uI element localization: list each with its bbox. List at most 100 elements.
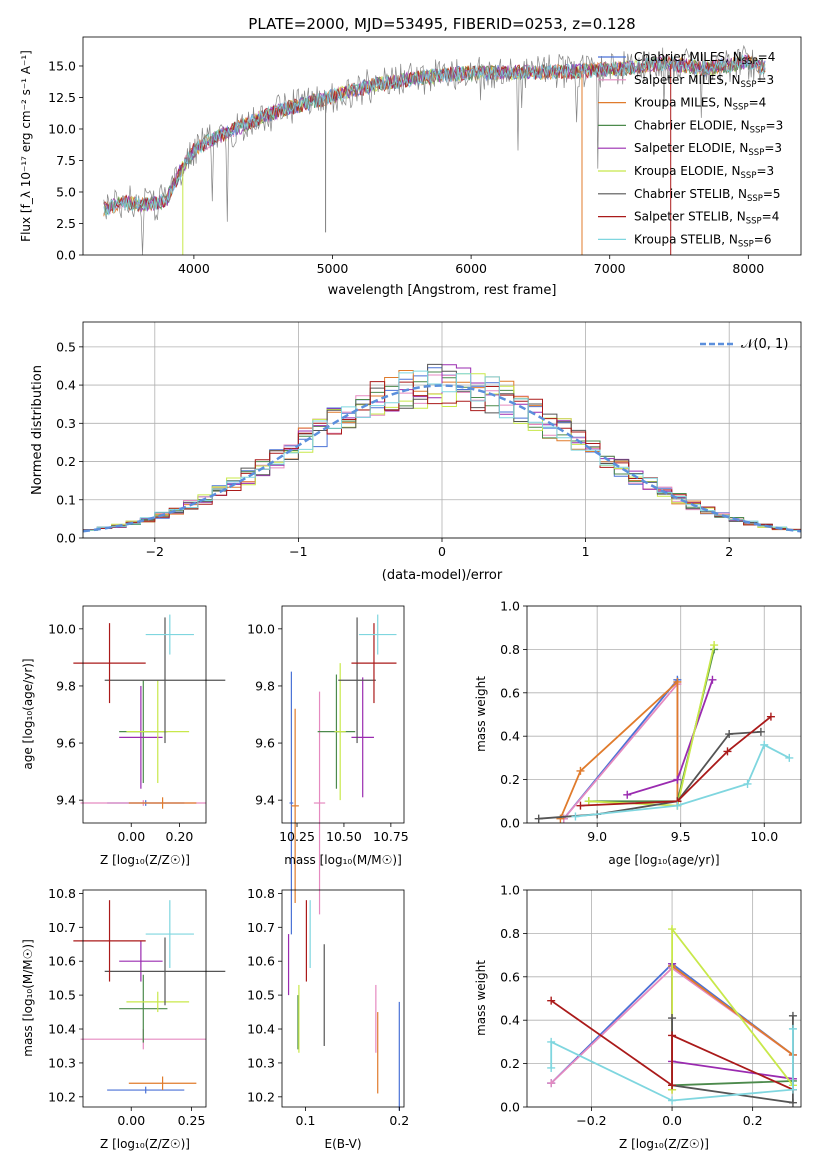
y-tick-label: 5.0 <box>56 184 76 199</box>
y-tick-label: 9.4 <box>56 793 76 808</box>
weight-marker-salpeter_stelib <box>576 801 585 810</box>
spectrum-title: PLATE=2000, MJD=53495, FIBERID=0253, z=0… <box>248 15 635 33</box>
legend-label: Kroupa ELODIE, NSSP=3 <box>634 164 774 181</box>
x-tick-label: 0.2 <box>743 1113 763 1128</box>
weight-marker-kroupa_elodie <box>668 925 677 934</box>
age-weight-panel: 9.0 9.5 10.0 0.0 0.2 0.4 0.6 0.8 1.0 age [log₁₀(… <box>474 599 802 867</box>
z-weight-panel: −0.2 0.0 0.2 0.0 0.2 0.4 0.6 0.8 1.0 Z [log₁₀(Z/… <box>474 883 802 1151</box>
y-tick-label: 0.4 <box>56 378 76 393</box>
weight-marker-salpeter_stelib <box>723 747 732 756</box>
y-tick-label: 0.6 <box>500 685 520 700</box>
weight-marker-kroupa_stelib <box>785 753 794 762</box>
weight-line-salpeter_stelib <box>580 715 772 807</box>
ebv-mass-errorbars <box>287 900 400 1111</box>
x-tick-label: 6000 <box>455 261 487 276</box>
z-weight-frame <box>526 889 802 1108</box>
y-tick-label: 2.5 <box>56 216 76 231</box>
y-tick-label: 0.8 <box>500 926 520 941</box>
mass-age-errorbars <box>289 614 397 935</box>
y-tick-label: 9.6 <box>255 736 275 751</box>
age-weight-xlabel: age [log₁₀(age/yr)] <box>608 853 719 867</box>
spectrum-line-spectrum_grey <box>103 44 766 256</box>
age-weight-frame <box>526 605 802 824</box>
y-tick-label: 10.5 <box>247 988 275 1003</box>
weight-marker-kroupa_stelib <box>547 1037 556 1046</box>
z-mass-axes: 0.00 0.25 10.2 10.3 10.4 10.5 10.6 10.7 10.8 <box>48 886 205 1128</box>
weight-marker-kroupa_elodie <box>584 797 593 806</box>
y-tick-label: 0.5 <box>56 339 76 354</box>
residual-ylabel: Normed distribution <box>30 365 45 495</box>
legend-label: Salpeter MILES, NSSP=3 <box>634 73 774 90</box>
legend-label: Salpeter STELIB, NSSP=4 <box>634 210 779 227</box>
weight-marker-kroupa_stelib <box>571 812 580 821</box>
y-tick-label: 10.5 <box>48 988 76 1003</box>
y-tick-label: 0.0 <box>500 1100 520 1115</box>
z-mass-frame <box>82 889 207 1108</box>
x-tick-label: 7000 <box>594 261 626 276</box>
z-mass-panel: 0.00 0.25 10.2 10.3 10.4 10.5 10.6 10.7 10.8 Z [… <box>21 886 226 1151</box>
weight-marker-chabrier_stelib <box>725 730 734 739</box>
weight-marker-chabrier_stelib <box>788 1098 797 1107</box>
x-tick-label: 10.25 <box>279 829 315 844</box>
y-tick-label: 10.3 <box>48 1055 76 1070</box>
weight-marker-kroupa_miles <box>576 766 585 775</box>
histogram-salpeter_elodie <box>83 364 801 531</box>
z-weight-lines <box>547 925 797 1107</box>
y-tick-label: 0.4 <box>500 729 520 744</box>
histogram-kroupa_elodie <box>83 373 801 531</box>
legend-label: Chabrier ELODIE, NSSP=3 <box>634 118 783 135</box>
weight-marker-kroupa_stelib <box>760 740 769 749</box>
y-tick-label: 7.5 <box>56 153 76 168</box>
ebv-mass-axes: 0.1 0.2 10.2 10.3 10.4 10.5 10.6 10.7 10.8 <box>247 886 409 1128</box>
y-tick-label: 15.0 <box>48 58 76 73</box>
weight-marker-kroupa_miles <box>556 814 565 823</box>
spectrum-line-kroupa_stelib <box>103 54 766 217</box>
legend-label-normal: 𝒩(0, 1) <box>741 337 788 352</box>
weight-marker-salpeter_stelib <box>547 996 556 1005</box>
z-mass-errorbars <box>73 900 226 1094</box>
y-tick-label: 10.3 <box>247 1055 275 1070</box>
histogram-chabrier_stelib <box>83 363 801 531</box>
z-age-ylabel: age [log₁₀(age/yr)] <box>21 658 35 769</box>
y-tick-label: 0.0 <box>56 531 76 546</box>
y-tick-label: 10.8 <box>247 886 275 901</box>
weight-marker-kroupa_stelib <box>788 1085 797 1094</box>
x-tick-label: 0.25 <box>178 1113 206 1128</box>
y-tick-label: 1.0 <box>500 599 520 614</box>
legend-label: Chabrier STELIB, NSSP=5 <box>634 187 781 204</box>
weight-marker-kroupa_miles <box>673 677 682 686</box>
x-tick-label: 2 <box>725 544 733 559</box>
ebv-mass-xlabel: E(B-V) <box>324 1137 361 1151</box>
weight-marker-salpeter_miles <box>547 1079 556 1088</box>
z-weight-xlabel: Z [log₁₀(Z/Z☉)] <box>619 1137 709 1151</box>
y-tick-label: 10.4 <box>48 1022 76 1037</box>
x-tick-label: 0.0 <box>662 1113 682 1128</box>
x-tick-label: 0.00 <box>117 1113 145 1128</box>
histogram-salpeter_stelib <box>83 381 801 531</box>
y-tick-label: 9.8 <box>255 678 275 693</box>
y-tick-label: 0.6 <box>500 969 520 984</box>
y-tick-label: 0.2 <box>500 1056 520 1071</box>
z-age-xlabel: Z [log₁₀(Z/Z☉)] <box>100 853 190 867</box>
weight-line-salpeter_stelib <box>550 999 794 1091</box>
spectrum-xlabel: wavelength [Angstrom, rest frame] <box>328 283 557 298</box>
spectrum-frame <box>82 36 802 256</box>
normal-curve <box>82 384 802 533</box>
x-tick-label: 10.0 <box>750 829 778 844</box>
legend-label: Salpeter ELODIE, NSSP=3 <box>634 141 782 158</box>
legend-label: Kroupa MILES, NSSP=4 <box>634 96 766 113</box>
spectrum-ylabel: Flux [f_λ 10⁻¹⁷ erg cm⁻² s⁻¹ A⁻¹] <box>19 50 33 242</box>
z-weight-ylabel: mass weight <box>474 960 488 1036</box>
spectrum-axes: 4000 5000 6000 7000 8000 0.0 2.5 5.0 7.5 10.0 12.5… <box>48 58 764 276</box>
z-age-panel: 0.00 0.20 9.4 9.6 9.8 10.0 Z [log₁₀(Z/Z☉)] ag… <box>21 605 226 867</box>
weight-line-chabrier_elodie <box>672 1080 793 1087</box>
y-tick-label: 0.3 <box>56 416 76 431</box>
x-tick-label: 9.5 <box>671 829 691 844</box>
y-tick-label: 9.8 <box>56 678 76 693</box>
y-tick-label: 0.2 <box>56 454 76 469</box>
y-tick-label: 10.2 <box>247 1089 275 1104</box>
z-mass-ylabel: mass [log₁₀(M/M☉)] <box>21 939 35 1057</box>
ebv-mass-panel: 0.1 0.2 10.2 10.3 10.4 10.5 10.6 10.7 10.8 E(B-V… <box>247 886 409 1151</box>
weight-marker-chabrier_stelib <box>756 727 765 736</box>
